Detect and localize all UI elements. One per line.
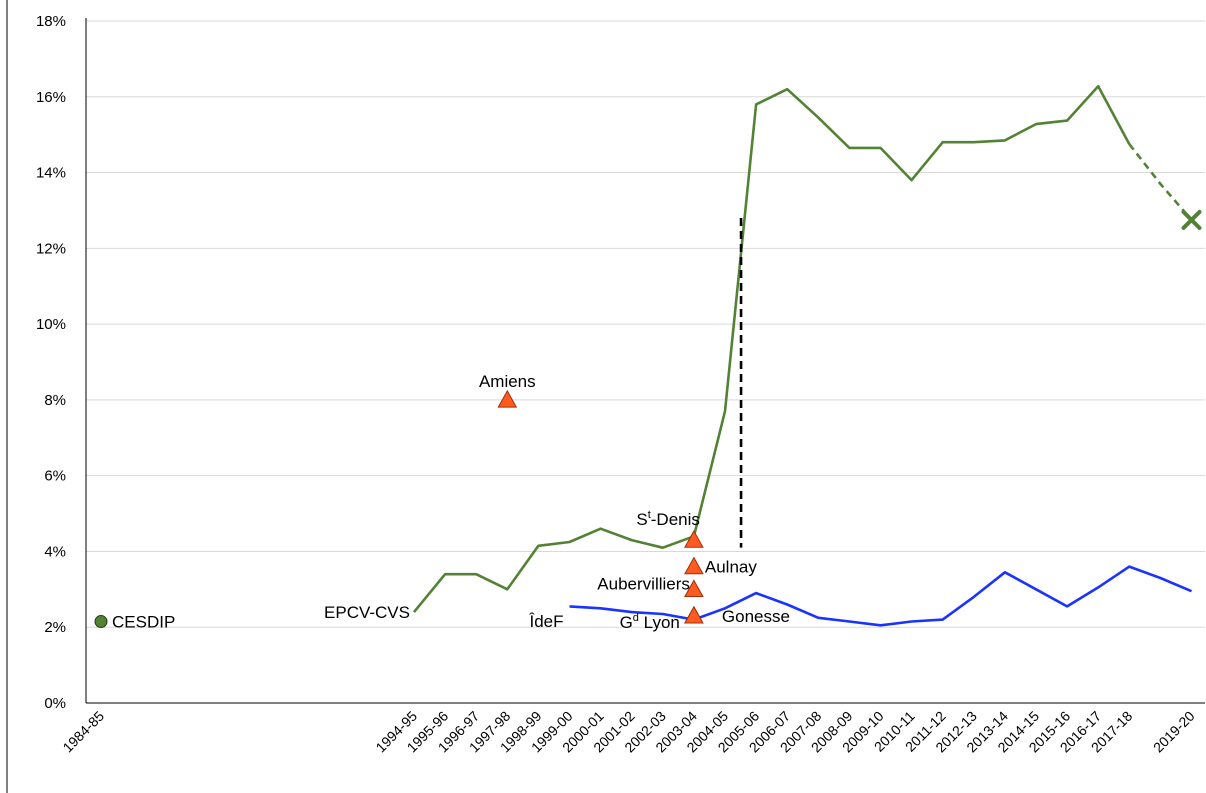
- marker-triangle: [684, 605, 704, 624]
- series-line: [412, 84, 1131, 613]
- y-tick-label: 12%: [36, 240, 66, 257]
- y-tick-label: 6%: [44, 468, 66, 485]
- x-tick-labels: 1984-85 1994-951995-961996-971997-981998-…: [59, 708, 1197, 756]
- marker-label: Aubervilliers: [597, 574, 690, 593]
- marker-label: Aulnay: [705, 558, 757, 577]
- y-tick-labels: 0% 2% 4% 6% 8% 10% 12% 14% 16% 18%: [36, 13, 66, 712]
- marker-label: Gd Lyon: [620, 612, 680, 632]
- y-tick-label: 8%: [44, 392, 66, 409]
- y-tick-label: 10%: [36, 316, 66, 333]
- marker-label: St-Denis: [636, 509, 700, 529]
- y-tick-label: 16%: [36, 89, 66, 106]
- series-line: [569, 565, 1193, 627]
- x-tick-label: 1984-85: [59, 708, 107, 756]
- y-tick-label: 4%: [44, 543, 66, 560]
- marker-triangle: [684, 579, 704, 598]
- marker-triangle: [497, 389, 518, 408]
- marker-triangle: [684, 556, 704, 575]
- y-tick-label: 2%: [44, 619, 66, 636]
- series-line: [1128, 143, 1193, 221]
- y-tick-label: 18%: [36, 13, 66, 30]
- series-label-idef: ÎdeF: [528, 612, 563, 631]
- marker-label: CESDIP: [112, 613, 175, 632]
- grid: [86, 20, 1205, 628]
- annotations: CESDIP Amiens St-Denis Aulnay Aubervilliers G…: [112, 372, 790, 632]
- y-tick-label: 0%: [44, 695, 66, 712]
- marker-triangle: [684, 530, 704, 548]
- series-lines: [412, 84, 1193, 627]
- marker-circle: [94, 615, 108, 629]
- axes: [6, 0, 1205, 793]
- x-tick-label: 2019-20: [1150, 708, 1198, 756]
- marker-x: [1181, 209, 1202, 230]
- marker-label: Amiens: [479, 372, 536, 391]
- y-tick-label: 14%: [36, 165, 66, 182]
- marker-label: Gonesse: [722, 607, 790, 626]
- series-label-epcv: EPCV-CVS: [324, 603, 410, 622]
- markers: [94, 209, 1202, 629]
